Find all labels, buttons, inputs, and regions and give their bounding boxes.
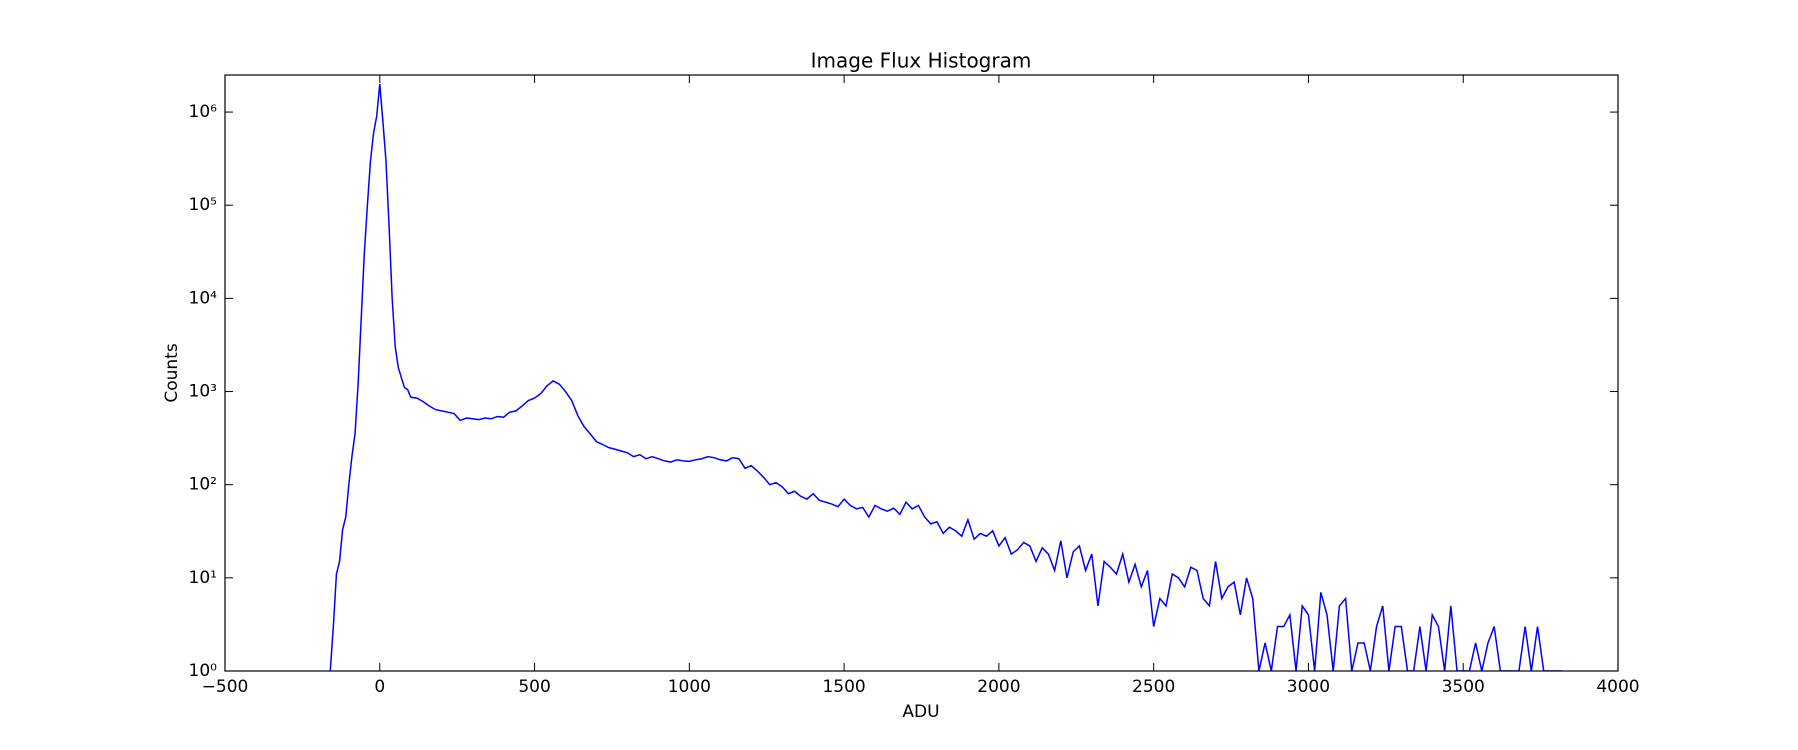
x-tick-label: 3500 [1442, 677, 1485, 697]
data-line [329, 83, 1563, 671]
y-axis-label: Counts [162, 343, 182, 402]
plot-frame [224, 74, 1619, 672]
x-tick-label: 1000 [668, 677, 711, 697]
y-tick-label: 10⁵ [189, 195, 217, 215]
x-tick-label: 2500 [1132, 677, 1175, 697]
x-tick-label: 1500 [822, 677, 865, 697]
y-tick-label: 10⁰ [189, 661, 218, 681]
y-tick-label: 10² [189, 475, 217, 495]
x-tick-label: 500 [518, 677, 550, 697]
x-tick-label: 4000 [1596, 677, 1639, 697]
y-tick-label: 10³ [189, 382, 217, 402]
x-tick-label: 0 [374, 677, 385, 697]
x-axis-label: ADU [902, 702, 939, 722]
chart-title: Image Flux Histogram [811, 49, 1032, 73]
y-tick-label: 10⁴ [189, 288, 218, 308]
x-tick-label: −500 [202, 677, 249, 697]
y-tick-label: 10⁶ [189, 102, 218, 122]
x-tick-label: 3000 [1287, 677, 1330, 697]
x-tick-label: 2000 [977, 677, 1020, 697]
y-tick-label: 10¹ [189, 568, 217, 588]
